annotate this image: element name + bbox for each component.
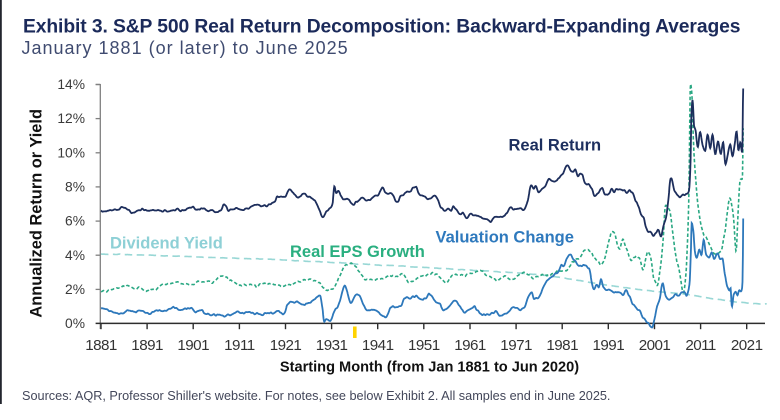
svg-text:0%: 0% [65,316,85,331]
svg-text:Real EPS Growth: Real EPS Growth [290,243,425,261]
svg-text:2021: 2021 [731,337,763,354]
svg-text:14%: 14% [57,77,85,92]
svg-text:10%: 10% [57,145,85,160]
svg-text:Starting Month (from Jan 1881: Starting Month (from Jan 1881 to Jun 202… [280,360,579,376]
svg-text:1911: 1911 [224,337,255,354]
svg-text:Valuation Change: Valuation Change [436,229,574,247]
svg-text:Dividend Yield: Dividend Yield [110,235,223,253]
svg-text:Exhibit 3. S&P 500 Real Return: Exhibit 3. S&P 500 Real Return Decomposi… [23,17,740,38]
svg-text:Annualized Return or Yield: Annualized Return or Yield [28,109,46,318]
svg-text:2001: 2001 [639,337,671,354]
svg-text:January 1881 (or later) to Jun: January 1881 (or later) to June 2025 [22,38,349,58]
svg-text:Sources: AQR, Professor Shille: Sources: AQR, Professor Shiller's websit… [22,389,610,403]
svg-text:1941: 1941 [362,337,394,354]
svg-text:2%: 2% [65,282,85,297]
svg-text:1931: 1931 [316,337,348,354]
svg-text:1951: 1951 [408,337,440,354]
svg-text:4%: 4% [65,248,85,263]
svg-text:1991: 1991 [593,337,625,354]
svg-text:8%: 8% [65,180,85,195]
svg-text:1961: 1961 [454,337,486,354]
svg-text:1901: 1901 [177,337,209,354]
svg-text:12%: 12% [57,111,85,126]
svg-text:Real Return: Real Return [509,137,602,155]
svg-text:1921: 1921 [270,337,302,354]
svg-text:1981: 1981 [546,337,578,354]
svg-text:1881: 1881 [85,337,117,354]
svg-text:1971: 1971 [500,337,532,354]
svg-text:2011: 2011 [685,337,716,354]
svg-text:6%: 6% [65,214,85,229]
svg-text:1891: 1891 [131,337,163,354]
